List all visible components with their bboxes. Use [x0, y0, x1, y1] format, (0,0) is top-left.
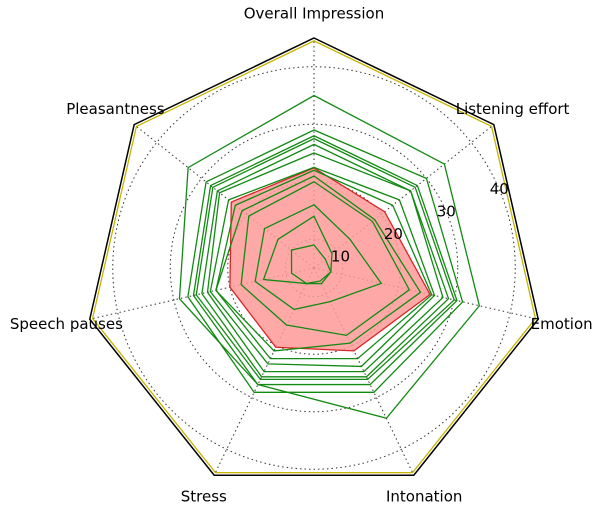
- series-polygon: [206, 152, 444, 373]
- series-polygon: [178, 94, 481, 419]
- category-label: Emotion: [531, 315, 593, 333]
- category-label: Pleasantness: [66, 100, 165, 118]
- frame: [88, 37, 540, 476]
- category-label: Stress: [181, 487, 227, 505]
- series-polygon: [209, 166, 436, 368]
- category-label: Listening effort: [456, 100, 570, 118]
- series-polygon: [192, 135, 458, 386]
- series-polygon: [262, 215, 333, 285]
- grid-circle: [169, 123, 459, 413]
- category-label: Speech pauses: [10, 315, 123, 333]
- grid-circle: [112, 66, 516, 470]
- r-tick-label: 10: [331, 247, 350, 265]
- series-polygon: [240, 180, 411, 337]
- category-label: Overall Impression: [244, 5, 384, 23]
- r-tick-label: 30: [437, 202, 456, 220]
- series-polygon: [91, 40, 537, 474]
- series-polygon: [215, 175, 422, 352]
- r-tick-label: 20: [384, 225, 403, 243]
- series-polygon: [254, 203, 383, 311]
- series-polygon: [215, 169, 433, 360]
- category-label: Intonation: [386, 487, 462, 505]
- series-polygon: [201, 143, 450, 378]
- series-polygon: [195, 137, 455, 381]
- series-polygon: [187, 129, 464, 393]
- r-tick-label: 40: [490, 180, 509, 198]
- series-polygon: [290, 244, 332, 285]
- series-polygon: [229, 167, 431, 352]
